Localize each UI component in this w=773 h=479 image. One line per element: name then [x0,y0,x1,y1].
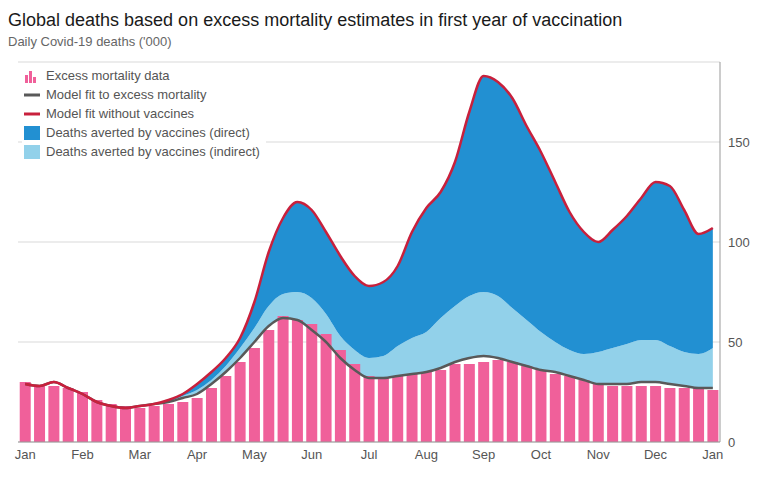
svg-text:Feb: Feb [71,447,93,462]
html-text:Global deaths based on excess: Global deaths based on excess mortality … [8,10,623,30]
svg-text:150: 150 [728,135,750,150]
html-text:Daily Covid-19 deaths ('000): Daily Covid-19 deaths ('000) [8,34,172,49]
svg-text:Jan: Jan [702,447,723,462]
svg-text:Sep: Sep [472,447,495,462]
svg-text:50: 50 [728,335,742,350]
html-text:Model fit without vaccines: Model fit without vaccines [46,106,195,121]
html-text:Excess mortality data: Excess mortality data [46,68,170,83]
svg-text:Jul: Jul [361,447,378,462]
svg-text:Nov: Nov [587,447,611,462]
svg-text:Dec: Dec [644,447,668,462]
svg-text:Jan: Jan [15,447,36,462]
svg-text:100: 100 [728,235,750,250]
svg-text:Aug: Aug [415,447,438,462]
svg-text:Mar: Mar [129,447,152,462]
svg-text:Apr: Apr [187,447,208,462]
html-text:Model fit to excess mortality: Model fit to excess mortality [46,87,207,102]
svg-text:Oct: Oct [531,447,552,462]
svg-text:May: May [242,447,267,462]
html-text:Deaths averted by vaccines (in: Deaths averted by vaccines (indirect) [46,144,260,159]
svg-text:Jun: Jun [301,447,322,462]
html-text:Deaths averted by vaccines (di: Deaths averted by vaccines (direct) [46,125,250,140]
svg-text:0: 0 [728,435,735,450]
